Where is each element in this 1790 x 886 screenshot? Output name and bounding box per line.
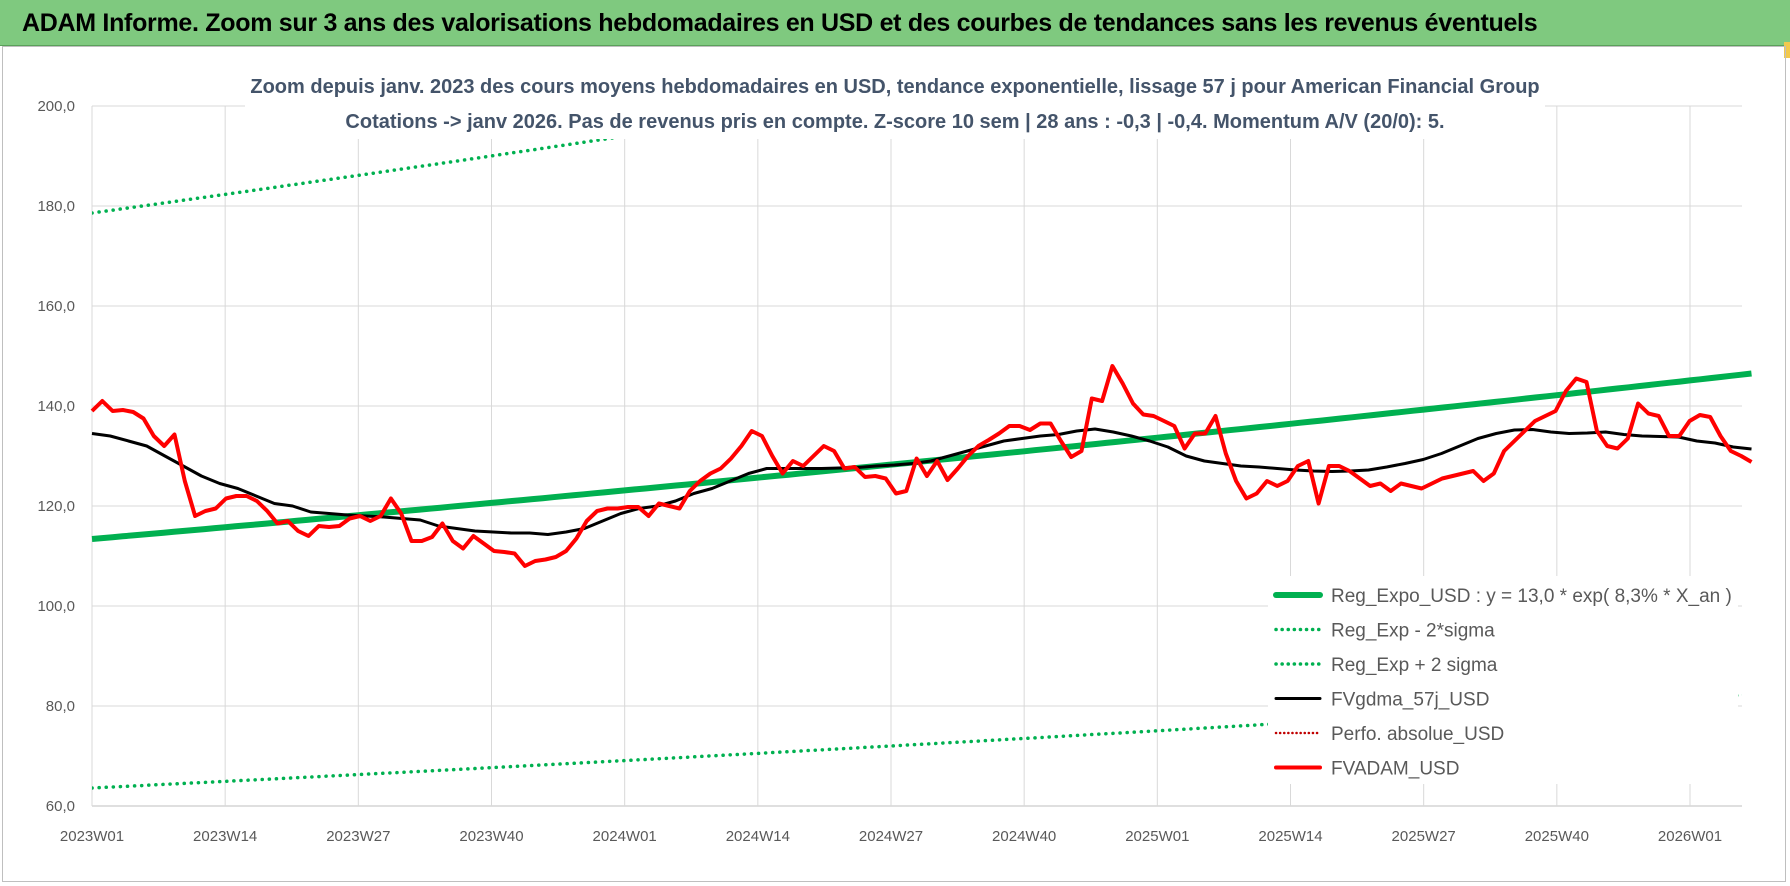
- y-tick-label: 80,0: [46, 698, 75, 715]
- y-tick-label: 120,0: [37, 498, 75, 515]
- corner-marker: [1784, 42, 1790, 58]
- legend-label: Reg_Exp + 2 sigma: [1331, 655, 1498, 676]
- x-tick-label: 2023W14: [193, 828, 257, 845]
- series-fvgdma-57j-usd: [91, 427, 1752, 536]
- chart-title-line1: Zoom depuis janv. 2023 des cours moyens …: [250, 76, 1539, 98]
- x-tick-label: 2024W01: [593, 828, 657, 845]
- x-axis-ticks: 2023W01 2023W14 2023W27 2023W40 2024W01 2024W…: [60, 828, 1722, 845]
- legend-label: Reg_Exp - 2*sigma: [1331, 621, 1495, 642]
- chart-frame: [2, 46, 1786, 882]
- x-tick-label: 2024W27: [859, 828, 923, 845]
- chart-title: Zoom depuis janv. 2023 des cours moyens …: [245, 69, 1545, 139]
- x-tick-label: 2025W27: [1392, 828, 1456, 845]
- series-fvadam-usd: [90, 364, 1753, 568]
- x-tick-label: 2023W40: [459, 828, 523, 845]
- legend-label: FVADAM_USD: [1331, 759, 1459, 780]
- x-tick-label: 2025W01: [1125, 828, 1189, 845]
- x-tick-label: 2024W40: [992, 828, 1056, 845]
- x-tick-label: 2024W14: [726, 828, 790, 845]
- x-tick-label: 2023W27: [326, 828, 390, 845]
- y-axis-ticks: 60,0 80,0 100,0 120,0 140,0 160,0 180,0 200,0: [37, 98, 75, 815]
- chart-title-background: [245, 69, 1545, 139]
- y-tick-label: 140,0: [37, 398, 75, 415]
- legend-label: FVgdma_57j_USD: [1331, 690, 1489, 711]
- header-title: ADAM Informe. Zoom sur 3 ans des valoris…: [22, 9, 1538, 37]
- x-tick-label: 2023W01: [60, 828, 124, 845]
- legend-label: Perfo. absolue_USD: [1331, 724, 1504, 745]
- x-tick-label: 2025W14: [1258, 828, 1322, 845]
- y-tick-label: 200,0: [37, 98, 75, 115]
- x-tick-label: 2025W40: [1525, 828, 1589, 845]
- x-tick-label: 2026W01: [1658, 828, 1722, 845]
- y-tick-label: 100,0: [37, 598, 75, 615]
- legend-background: [1268, 576, 1738, 784]
- y-tick-label: 60,0: [46, 798, 75, 815]
- legend-label: Reg_Expo_USD : y = 13,0 * exp( 8,3% * X_…: [1331, 586, 1732, 607]
- y-tick-label: 160,0: [37, 298, 75, 315]
- y-tick-label: 180,0: [37, 198, 75, 215]
- header-banner: ADAM Informe. Zoom sur 3 ans des valoris…: [0, 0, 1790, 46]
- chart-title-line2: Cotations -> janv 2026. Pas de revenus p…: [345, 111, 1444, 133]
- series-lines: [90, 364, 1753, 568]
- legend: Reg_Expo_USD : y = 13,0 * exp( 8,3% * X_…: [1268, 576, 1738, 784]
